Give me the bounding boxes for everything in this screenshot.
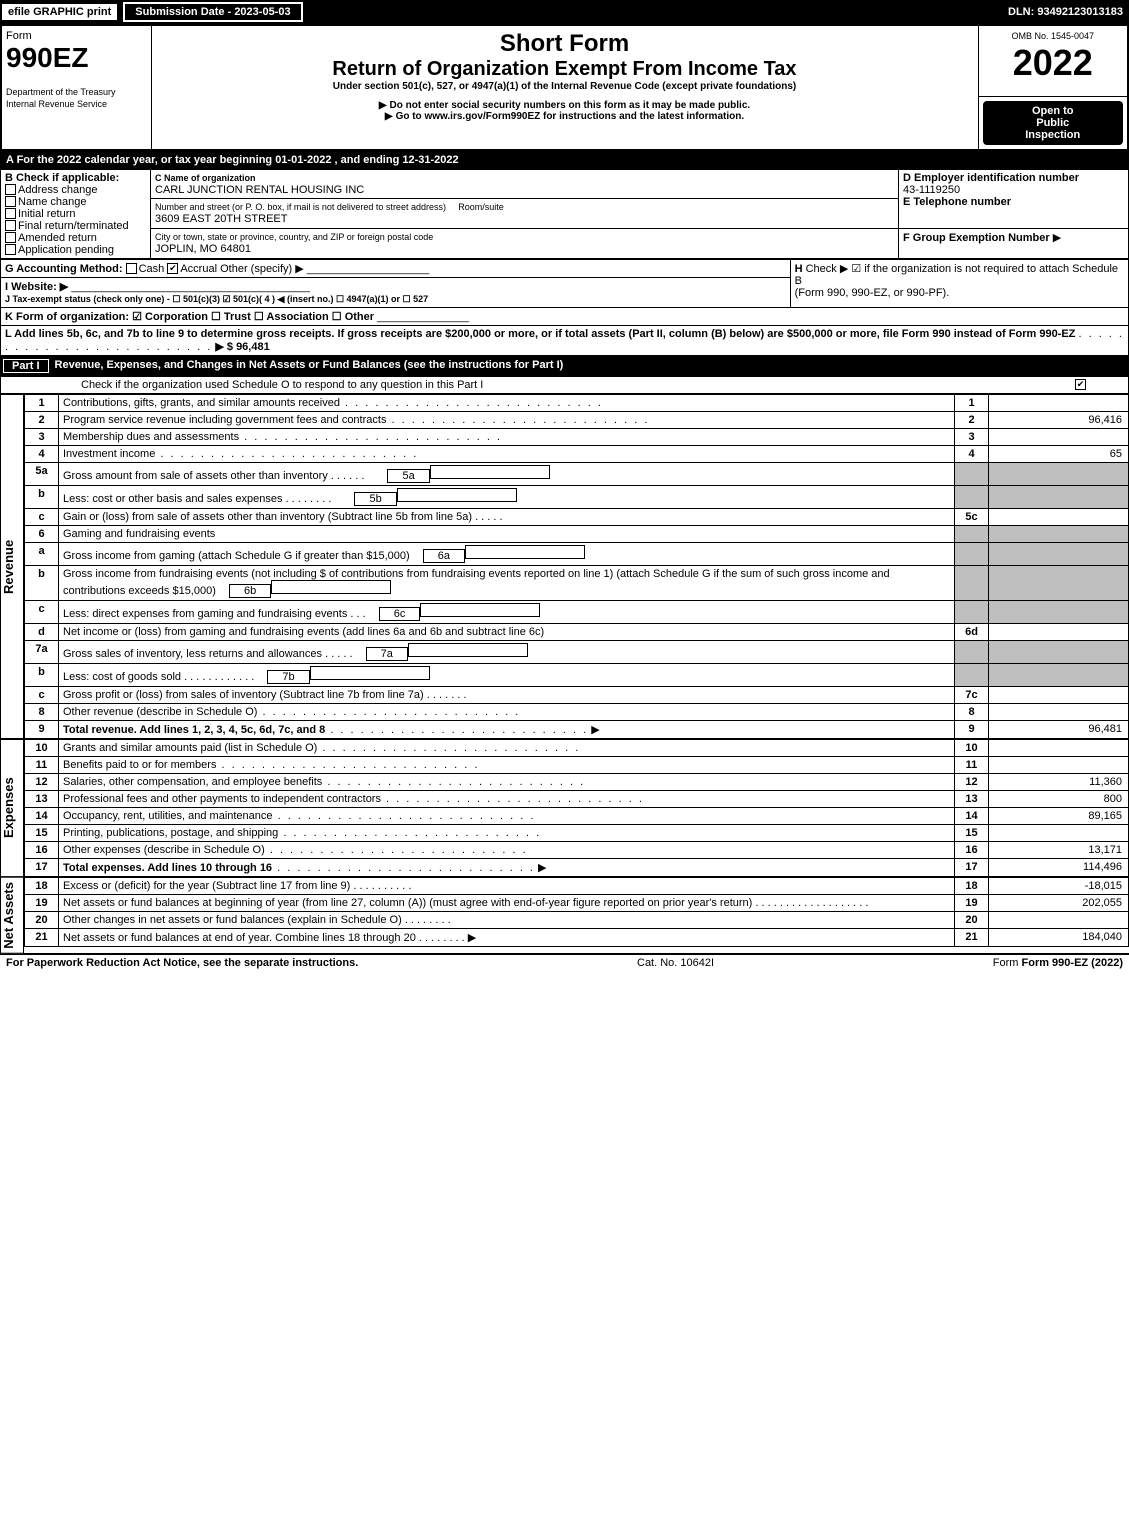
box-b-label: B Check if applicable:	[5, 172, 119, 184]
top-bar: efile GRAPHIC print Submission Date - 20…	[0, 0, 1129, 24]
row-i-label: I Website: ▶	[5, 281, 68, 293]
row-l-val: ▶ $ 96,481	[215, 341, 269, 353]
omb-label: OMB No. 1545-0047	[1011, 31, 1094, 41]
row-k-label: K Form of organization: ☑ Corporation ☐ …	[5, 311, 374, 323]
addr-change-label: Address change	[18, 184, 98, 196]
part1-check-row: Check if the organization used Schedule …	[0, 376, 1129, 394]
netassets-side-label: Net Assets	[0, 877, 24, 954]
name-change-label: Name change	[18, 196, 87, 208]
netassets-table: 18Excess or (deficit) for the year (Subt…	[24, 877, 1129, 947]
row-a-period: A For the 2022 calendar year, or tax yea…	[0, 151, 1129, 169]
tax-year: 2022	[983, 42, 1124, 84]
accrual-checkbox[interactable]	[167, 263, 178, 274]
return-title: Return of Organization Exempt From Incom…	[156, 58, 974, 81]
row-h-text: Check ▶ ☑ if the organization is not req…	[795, 263, 1118, 287]
submission-date: Submission Date - 2023-05-03	[123, 2, 302, 22]
final-return-label: Final return/terminated	[18, 220, 129, 232]
box-f-arrow: ▶	[1053, 232, 1061, 244]
initial-return-label: Initial return	[18, 208, 75, 220]
dln-label: DLN: 93492123013183	[1002, 4, 1129, 20]
org-name: CARL JUNCTION RENTAL HOUSING INC	[155, 184, 364, 196]
street-label: Number and street (or P. O. box, if mail…	[155, 202, 446, 212]
footer-left: For Paperwork Reduction Act Notice, see …	[6, 957, 358, 969]
room-label: Room/suite	[458, 202, 504, 212]
accrual-label: Accrual	[180, 263, 217, 275]
rows-g-to-l: G Accounting Method: Cash Accrual Other …	[0, 259, 1129, 356]
info-block: B Check if applicable: Address change Na…	[0, 169, 1129, 259]
form-label: Form	[6, 30, 32, 42]
street-value: 3609 EAST 20TH STREET	[155, 213, 287, 225]
final-return-checkbox[interactable]	[5, 220, 16, 231]
part1-schedule-o-checkbox[interactable]	[1075, 379, 1086, 390]
footer-mid: Cat. No. 10642I	[637, 957, 714, 969]
app-pending-label: Application pending	[18, 244, 114, 256]
form-number: 990EZ	[6, 42, 89, 73]
name-change-checkbox[interactable]	[5, 196, 16, 207]
initial-return-checkbox[interactable]	[5, 208, 16, 219]
box-e-label: E Telephone number	[903, 196, 1011, 208]
addr-change-checkbox[interactable]	[5, 184, 16, 195]
box-c-name-label: C Name of organization	[155, 173, 256, 183]
sub-text-3[interactable]: Go to www.irs.gov/Form990EZ for instruct…	[156, 111, 974, 122]
revenue-table: 1Contributions, gifts, grants, and simil…	[24, 394, 1129, 739]
row-h-label: H	[795, 263, 803, 275]
app-pending-checkbox[interactable]	[5, 244, 16, 255]
part1-label: Part I	[3, 359, 49, 373]
part1-header: Part I Revenue, Expenses, and Changes in…	[0, 356, 1129, 376]
expenses-side-label: Expenses	[0, 739, 24, 877]
short-form-title: Short Form	[156, 30, 974, 58]
city-label: City or town, state or province, country…	[155, 232, 433, 242]
footer-right: Form Form 990-EZ (2022)	[993, 957, 1123, 969]
sub-text-1: Under section 501(c), 527, or 4947(a)(1)…	[156, 81, 974, 92]
other-label: Other (specify) ▶	[220, 263, 304, 275]
expenses-table: 10Grants and similar amounts paid (list …	[24, 739, 1129, 877]
city-value: JOPLIN, MO 64801	[155, 243, 251, 255]
part1-title: Revenue, Expenses, and Changes in Net As…	[55, 359, 564, 373]
dept-label: Department of the Treasury	[6, 87, 116, 97]
revenue-side-label: Revenue	[0, 394, 24, 739]
row-h-text2: (Form 990, 990-EZ, or 990-PF).	[795, 287, 950, 299]
page-footer: For Paperwork Reduction Act Notice, see …	[0, 953, 1129, 971]
row-l-text: L Add lines 5b, 6c, and 7b to line 9 to …	[5, 328, 1075, 340]
row-j-label: J Tax-exempt status (check only one) - ☐…	[5, 294, 428, 304]
amended-return-checkbox[interactable]	[5, 232, 16, 243]
irs-label: Internal Revenue Service	[6, 99, 107, 109]
ein-value: 43-1119250	[903, 184, 960, 196]
efile-print-label[interactable]: efile GRAPHIC print	[0, 2, 119, 22]
header-block: Form 990EZ Department of the Treasury In…	[0, 24, 1129, 151]
row-g-label: G Accounting Method:	[5, 263, 123, 275]
amended-return-label: Amended return	[18, 232, 97, 244]
sub-text-2: Do not enter social security numbers on …	[156, 100, 974, 111]
part1-check-text: Check if the organization used Schedule …	[81, 379, 483, 391]
cash-label: Cash	[139, 263, 165, 275]
box-d-label: D Employer identification number	[903, 172, 1079, 184]
box-f-label: F Group Exemption Number	[903, 232, 1050, 244]
cash-checkbox[interactable]	[126, 263, 137, 274]
inspection-badge: Open to Public Inspection	[983, 101, 1124, 145]
